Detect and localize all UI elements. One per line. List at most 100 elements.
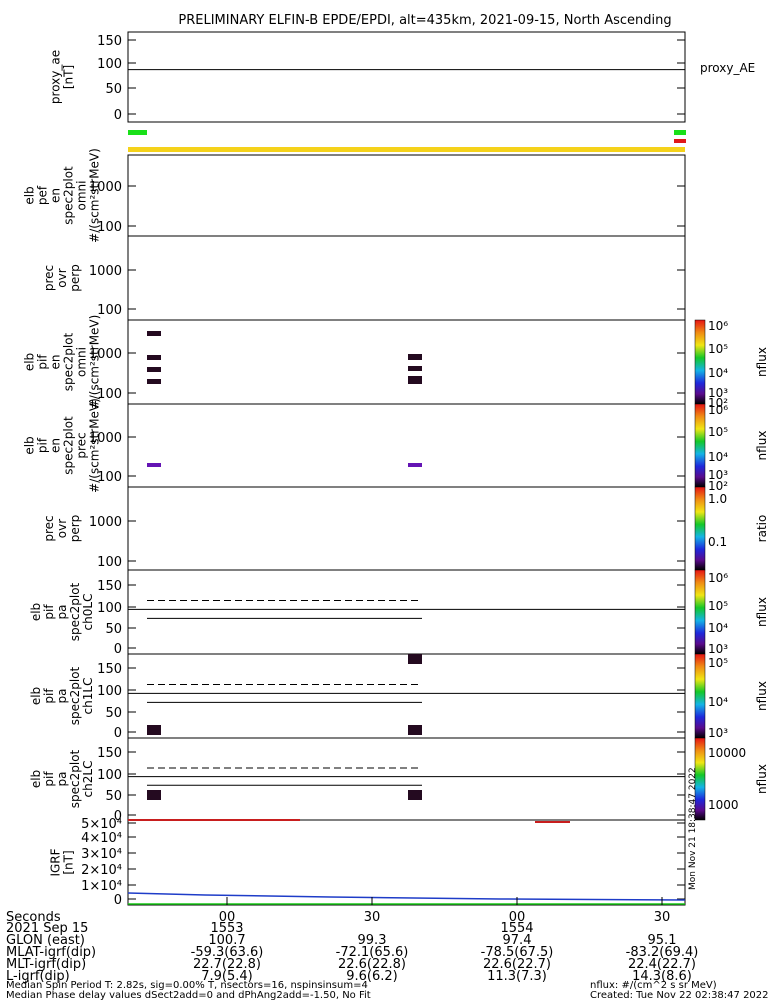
panel-proxy_ae: 150 100 50 0 proxy_ae[nT] proxy_AE: [49, 31, 755, 123]
y-axis-label-line: en: [49, 355, 63, 370]
colorbar-tick-label: 0.1: [708, 535, 727, 549]
flux-pixel: [147, 367, 161, 372]
footer-value: 22.4(22.7): [628, 957, 696, 972]
colorbar-tick-label: 10⁴: [708, 366, 728, 380]
y-tick-label: 3×10⁴: [81, 847, 122, 862]
footer-value: 99.3: [358, 933, 387, 948]
right-label: proxy_AE: [700, 61, 755, 75]
footer-value: 1554: [500, 921, 533, 936]
colorbar-label: ratio: [755, 515, 769, 543]
footer-row-label: L-igrf(dip): [6, 969, 70, 984]
panel-frame: [127, 31, 686, 123]
y-tick-label: 1000: [89, 431, 122, 446]
y-tick-label: 1000: [89, 264, 122, 279]
pa-flux-pixel: [408, 725, 422, 735]
y-axis-label: precovrperp: [42, 515, 82, 543]
y-axis-label-line: elb: [29, 687, 43, 705]
y-tick-label: 2×10⁴: [81, 863, 122, 878]
colorbar-label: nflux: [755, 431, 769, 461]
colorbar-label: nflux: [755, 597, 769, 627]
y-axis-label-line: prec: [75, 432, 89, 458]
y-axis-label-line: pif: [42, 604, 56, 620]
colorbar: [694, 653, 706, 739]
colorbar-pa_ch1: 10⁵ 10⁴ 10³ nflux: [694, 653, 769, 740]
colorbar: [694, 486, 706, 571]
y-tick-label: 150: [97, 579, 122, 594]
panel-pif_ratio: 1000 100 precovrperp: [42, 486, 686, 571]
colorbar-tick-label: 1000: [708, 798, 739, 812]
y-tick-label: 1×10⁴: [81, 879, 122, 894]
y-tick-label: 100: [97, 387, 122, 402]
colorbar-tick-label: 10⁴: [708, 621, 728, 635]
footer-value: -59.3(63.6): [191, 945, 264, 960]
flux-pixel: [147, 355, 161, 360]
footer-value: 00: [219, 910, 236, 925]
y-axis-label-line: ovr: [55, 519, 69, 538]
y-tick-label: 0: [114, 893, 122, 908]
status-bar-green-left: [128, 130, 147, 135]
footer-row-label: MLAT-igrf(dip): [6, 945, 96, 960]
panel-frame: [127, 403, 686, 488]
flux-pixel: [147, 331, 161, 336]
orbit-bar: [128, 147, 685, 152]
y-tick-label: 0: [114, 809, 122, 824]
y-tick-label: 100: [97, 768, 122, 783]
y-axis-label-line: elb: [23, 186, 37, 204]
colorbar: [694, 319, 706, 405]
colorbar-tick-label: 10²: [708, 479, 728, 493]
colorbar-pif_ratio: 1.0 0.1 ratio: [694, 486, 769, 571]
y-tick-label: 1000: [89, 515, 122, 530]
panel-elb_pif_prec: 1000100elbpifenspec2plotprec#/(scm²strMe…: [23, 398, 686, 493]
y-tick-label: 1000: [89, 180, 122, 195]
y-axis-label-line: perp: [68, 515, 82, 543]
footer-value: 95.1: [648, 933, 677, 948]
footer-row-label: MLT-igrf(dip): [6, 957, 86, 972]
y-axis-label-line: perp: [68, 264, 82, 292]
footer-value: -83.2(69.4): [626, 945, 699, 960]
y-axis-label-line: pa: [55, 605, 69, 620]
colorbar-pa_ch0: 10⁶ 10⁵ 10⁴ 10³ nflux: [694, 569, 769, 656]
footer-note-phase: Median Phase delay values dSect2add=0 an…: [6, 990, 371, 1000]
panel-frame: [127, 819, 686, 906]
y-tick-label: 50: [105, 789, 122, 804]
colorbar-tick-label: 10⁵: [708, 425, 728, 439]
footer-value: -78.5(67.5): [481, 945, 554, 960]
y-tick-label: 100: [97, 684, 122, 699]
y-tick-label: 100: [97, 555, 122, 570]
colorbar-tick-label: 10³: [708, 726, 728, 740]
y-axis-label-line: spec2plot: [62, 166, 76, 225]
y-axis-label-line: elb: [23, 436, 37, 454]
flux-pixel: [408, 366, 422, 371]
panel-elb_pif_omni: 1000100elbpifenspec2plotomni#/(scm²strMe…: [23, 315, 686, 409]
colorbar-tick-label: 10³: [708, 642, 728, 656]
colorbar-tick-label: 10⁶: [708, 319, 728, 333]
y-axis-label: proxy_ae[nT]: [49, 50, 76, 104]
colorbar-tick-label: 10000: [708, 746, 746, 760]
footer-value: 00: [509, 910, 526, 925]
y-axis-label-line: [nT]: [62, 65, 76, 89]
colorbar-tick-label: 10⁴: [708, 695, 728, 709]
pa-flux-pixel: [147, 790, 161, 800]
y-axis-label-line: pif: [36, 354, 50, 370]
footer-value: 14.3(8.6): [632, 969, 692, 984]
y-axis-label-line: ch2LC: [81, 761, 95, 798]
colorbar: [694, 737, 706, 821]
y-axis-label-line: ch1LC: [81, 678, 95, 715]
y-axis-label-line: pa: [55, 772, 69, 787]
footer-value: 7.9(5.4): [201, 969, 253, 984]
pa-flux-pixel: [408, 790, 422, 800]
panel-pa_ch2: 150 100 50 0 elbpifpaspec2plotch2LC: [29, 737, 686, 824]
y-axis-label-line: #/(scm²strMeV): [88, 398, 102, 493]
panel-frame: [127, 653, 686, 739]
y-axis-label-line: #/(scm²strMeV): [88, 148, 102, 243]
y-tick-label: 100: [97, 303, 122, 318]
y-tick-label: 0: [114, 108, 122, 123]
y-tick-label: 150: [97, 34, 122, 49]
y-axis-label-line: pef: [36, 185, 50, 205]
y-tick-label: 0: [114, 726, 122, 741]
y-axis-label: IGRF[nT]: [49, 848, 76, 876]
y-axis-label-line: spec2plot: [68, 582, 82, 641]
